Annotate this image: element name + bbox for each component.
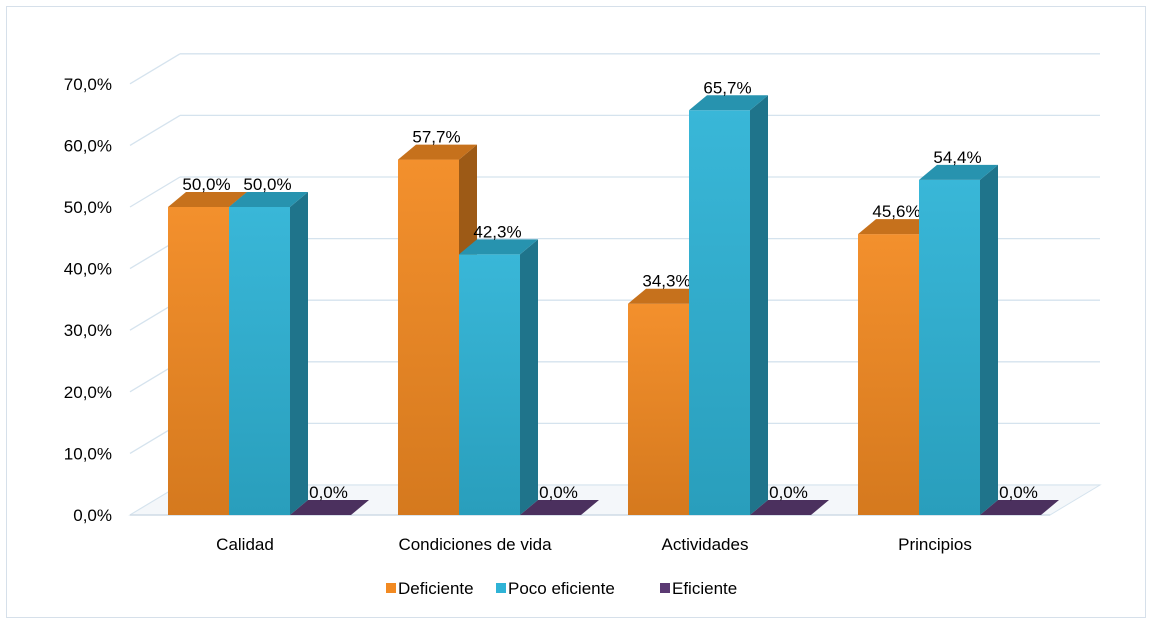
bar (919, 180, 980, 515)
legend-swatch (386, 583, 396, 593)
x-tick-label: Condiciones de vida (398, 535, 552, 554)
legend-label: Eficiente (672, 579, 737, 598)
data-label: 50,0% (243, 175, 291, 194)
y-tick-label: 40,0% (64, 260, 112, 279)
data-label: 54,4% (933, 148, 981, 167)
bar (168, 207, 229, 515)
data-label: 0,0% (539, 483, 578, 502)
bar (628, 304, 689, 515)
y-tick-label: 70,0% (64, 75, 112, 94)
bar (858, 234, 919, 515)
gridline-edge (130, 54, 180, 84)
bar (689, 110, 750, 515)
bar (229, 207, 290, 515)
y-tick-label: 0,0% (73, 506, 112, 525)
data-label: 65,7% (703, 78, 751, 97)
data-label: 0,0% (999, 483, 1038, 502)
data-label: 50,0% (182, 175, 230, 194)
legend-label: Deficiente (398, 579, 474, 598)
gridline-edge (130, 115, 180, 145)
data-label: 42,3% (473, 222, 521, 241)
bar-side (520, 239, 538, 515)
bar-side (750, 95, 768, 515)
gridline-edge (130, 177, 180, 207)
x-tick-label: Calidad (216, 535, 274, 554)
bar (398, 160, 459, 515)
legend-swatch (660, 583, 670, 593)
data-label: 0,0% (769, 483, 808, 502)
x-tick-label: Actividades (662, 535, 749, 554)
legend-label: Poco eficiente (508, 579, 615, 598)
legend-swatch (496, 583, 506, 593)
y-tick-label: 50,0% (64, 198, 112, 217)
bar-side (290, 192, 308, 515)
bar (459, 254, 520, 515)
bar-side (980, 165, 998, 515)
data-label: 34,3% (642, 272, 690, 291)
data-label: 57,7% (412, 128, 460, 147)
y-tick-label: 20,0% (64, 383, 112, 402)
y-tick-label: 60,0% (64, 136, 112, 155)
y-tick-label: 10,0% (64, 444, 112, 463)
data-label: 0,0% (309, 483, 348, 502)
y-tick-label: 30,0% (64, 321, 112, 340)
data-label: 45,6% (872, 202, 920, 221)
x-tick-label: Principios (898, 535, 972, 554)
